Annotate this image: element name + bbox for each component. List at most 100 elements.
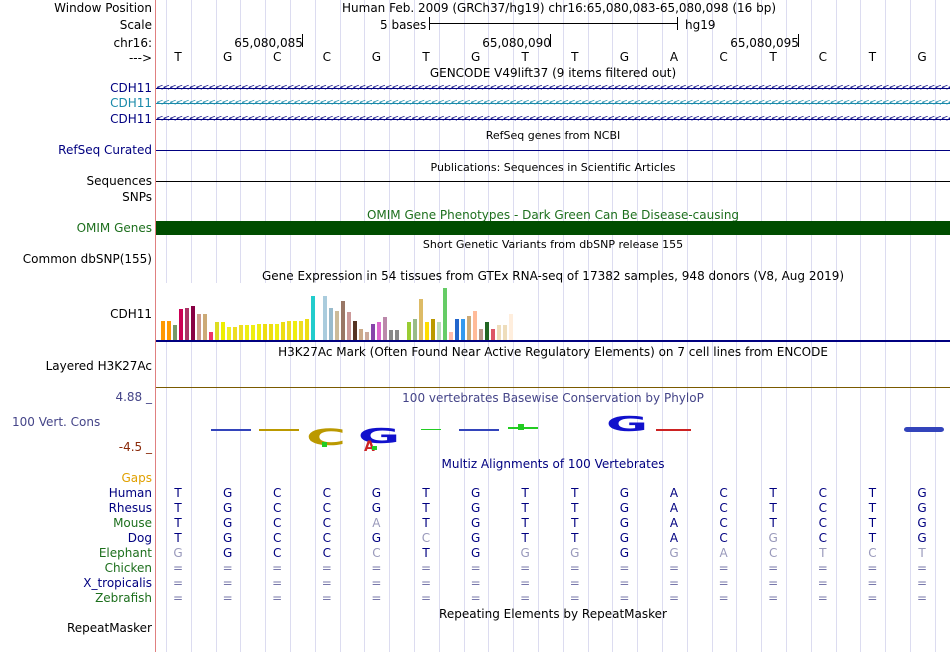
dbsnp-label[interactable]: Common dbSNP(155) (22, 252, 152, 266)
gtex-bar[interactable] (287, 320, 291, 340)
gtex-bar[interactable] (311, 296, 315, 340)
h3k27ac-title[interactable]: H3K27Ac Mark (Often Found Near Active Re… (278, 345, 828, 359)
alignment-base: T (571, 531, 579, 545)
gtex-bar[interactable] (473, 310, 477, 340)
gtex-bar[interactable] (251, 325, 255, 340)
species-label[interactable]: Human (108, 486, 152, 500)
alignment-base: = (619, 591, 630, 605)
gtex-bar[interactable] (377, 322, 381, 340)
gencode-title[interactable]: GENCODE V49lift37 (9 items filtered out) (429, 66, 677, 80)
gtex-bar[interactable] (221, 322, 225, 340)
gtex-bar[interactable] (479, 328, 483, 340)
species-label[interactable]: Elephant (98, 546, 152, 560)
gtex-bar[interactable] (461, 318, 465, 340)
gtex-gene-label[interactable]: CDH11 (110, 307, 152, 321)
species-label[interactable]: Mouse (113, 516, 152, 530)
gtex-bar[interactable] (503, 325, 507, 340)
gtex-bar[interactable] (437, 322, 441, 340)
publications-title[interactable]: Publications: Sequences in Scientific Ar… (430, 161, 676, 174)
species-label[interactable]: Zebrafish (95, 591, 152, 605)
sequences-label[interactable]: Sequences (86, 174, 152, 188)
refseq-gene-line[interactable] (156, 150, 950, 151)
phylop-title[interactable]: 100 vertebrates Basewise Conservation by… (402, 391, 704, 405)
snps-label[interactable]: SNPs (122, 190, 152, 204)
gtex-bar[interactable] (365, 331, 369, 340)
gencode-item-cdh11-3[interactable]: CDH11 (110, 112, 152, 126)
gtex-bar[interactable] (455, 318, 459, 340)
grid-line (885, 0, 887, 652)
alignment-base: G (470, 501, 481, 515)
gtex-bar[interactable] (419, 299, 423, 340)
gtex-bar[interactable] (173, 325, 177, 340)
gtex-bar[interactable] (179, 309, 183, 340)
gtex-bar[interactable] (341, 301, 345, 340)
gtex-bar[interactable] (401, 333, 405, 340)
gtex-bar[interactable] (413, 318, 417, 340)
gtex-bar[interactable] (227, 327, 231, 340)
refseq-curated-label[interactable]: RefSeq Curated (58, 143, 152, 157)
gtex-bar[interactable] (191, 305, 195, 340)
gtex-bar[interactable] (323, 296, 327, 340)
gtex-bar[interactable] (329, 307, 333, 340)
gtex-title[interactable]: Gene Expression in 54 tissues from GTEx … (261, 269, 845, 283)
gtex-bar[interactable] (395, 330, 399, 340)
gtex-bar[interactable] (359, 328, 363, 340)
gtex-bar[interactable] (467, 315, 471, 340)
gtex-bar[interactable] (305, 318, 309, 340)
omim-title[interactable]: OMIM Gene Phenotypes - Dark Green Can Be… (366, 208, 740, 222)
gtex-bar[interactable] (485, 322, 489, 340)
gtex-bar[interactable] (209, 331, 213, 340)
gtex-bar[interactable] (203, 314, 207, 340)
h3k27ac-label[interactable]: Layered H3K27Ac (45, 359, 152, 373)
gtex-bar[interactable] (239, 325, 243, 340)
gtex-bar[interactable] (167, 320, 171, 340)
gtex-bar[interactable] (407, 322, 411, 340)
gtex-bar[interactable] (275, 323, 279, 340)
gtex-bar[interactable] (185, 307, 189, 340)
gtex-bar[interactable] (215, 322, 219, 340)
track-image-area[interactable]: Human Feb. 2009 (GRCh37/hg19) chr16:65,0… (156, 0, 950, 652)
gtex-expression-chart[interactable] (156, 283, 536, 340)
gtex-bar[interactable] (233, 327, 237, 340)
gencode-item-cdh11-2[interactable]: CDH11 (110, 96, 152, 110)
species-label[interactable]: Chicken (104, 561, 152, 575)
gtex-bar[interactable] (389, 330, 393, 340)
gtex-bar[interactable] (497, 325, 501, 340)
gtex-bar[interactable] (257, 323, 261, 340)
multiz-title[interactable]: Multiz Alignments of 100 Vertebrates (441, 457, 665, 471)
gtex-bar[interactable] (269, 323, 273, 340)
dbsnp-title[interactable]: Short Genetic Variants from dbSNP releas… (422, 238, 684, 251)
gtex-bar[interactable] (293, 320, 297, 340)
refseq-title[interactable]: RefSeq genes from NCBI (485, 129, 621, 142)
gtex-bar[interactable] (443, 288, 447, 340)
gaps-label[interactable]: Gaps (121, 471, 152, 485)
sequences-line[interactable] (156, 181, 950, 182)
gtex-bar[interactable] (335, 310, 339, 340)
gtex-bar[interactable] (245, 325, 249, 340)
gtex-bar[interactable] (347, 312, 351, 340)
gtex-bar[interactable] (197, 314, 201, 340)
gtex-bar[interactable] (491, 328, 495, 340)
gtex-bar[interactable] (425, 322, 429, 340)
repeatmasker-title[interactable]: Repeating Elements by RepeatMasker (439, 607, 667, 621)
gtex-bar[interactable] (299, 320, 303, 340)
species-label[interactable]: X_tropicalis (83, 576, 152, 590)
gtex-bar[interactable] (449, 331, 453, 340)
gtex-bar[interactable] (263, 323, 267, 340)
phylop-track-label[interactable]: 100 Vert. Cons (12, 415, 101, 429)
repeatmasker-label[interactable]: RepeatMasker (66, 621, 152, 635)
gtex-bar[interactable] (509, 314, 513, 340)
gtex-bar[interactable] (161, 320, 165, 340)
alignment-base: G (570, 546, 580, 560)
species-label[interactable]: Dog (127, 531, 152, 545)
gtex-bar[interactable] (281, 322, 285, 340)
gtex-bar[interactable] (353, 320, 357, 340)
omim-genes-label[interactable]: OMIM Genes (76, 221, 152, 235)
species-label[interactable]: Rhesus (108, 501, 152, 515)
omim-gene-bar[interactable] (156, 221, 950, 235)
gencode-item-cdh11-1[interactable]: CDH11 (110, 81, 152, 95)
phylop-logo[interactable]: C G A G (156, 405, 950, 455)
gtex-bar[interactable] (371, 323, 375, 340)
gtex-bar[interactable] (383, 317, 387, 340)
gtex-bar[interactable] (431, 318, 435, 340)
